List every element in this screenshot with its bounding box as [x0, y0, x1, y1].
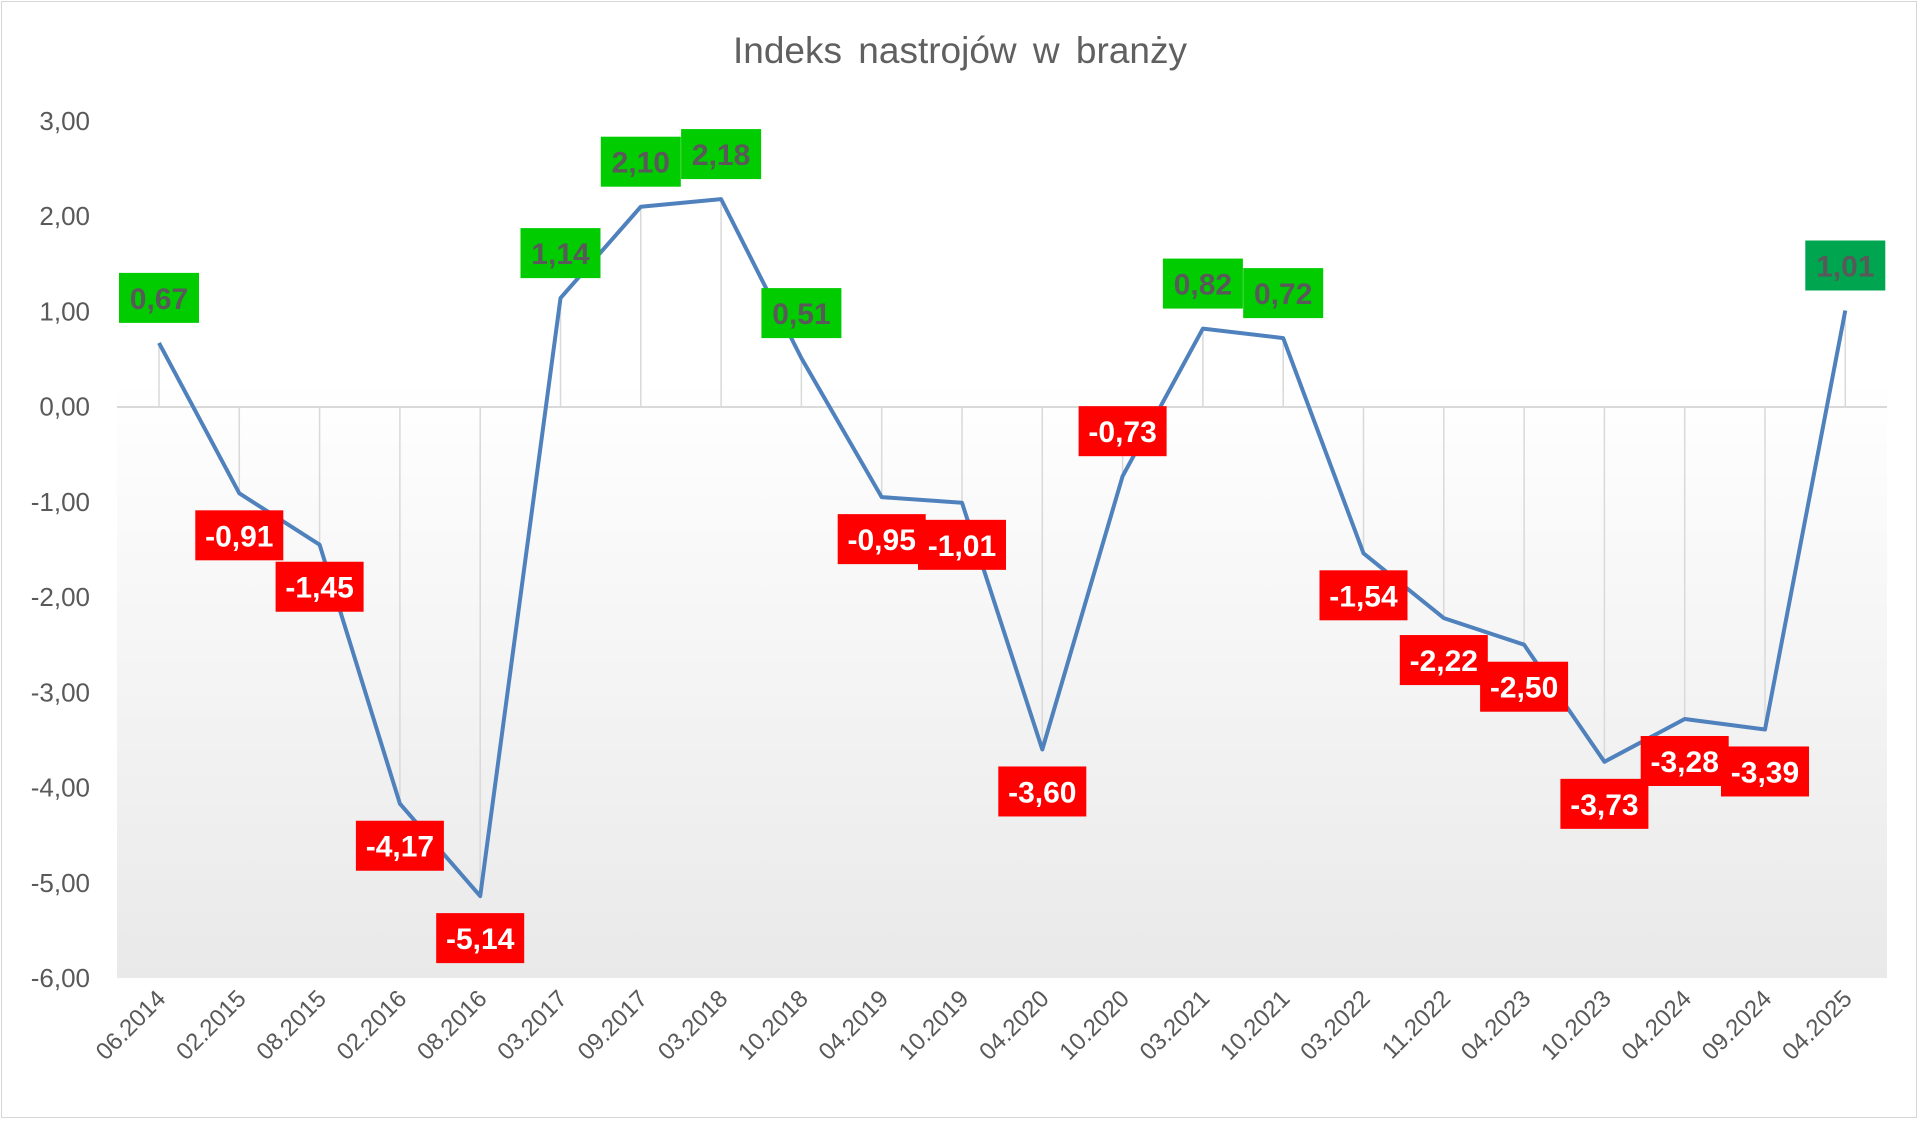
data-label: 0,82: [1174, 269, 1232, 302]
x-tick-label: 04.2020: [974, 985, 1054, 1065]
data-label: -0,95: [848, 524, 916, 557]
x-tick-label: 04.2023: [1456, 985, 1536, 1065]
data-label-box: [275, 561, 364, 612]
y-tick-label: 2,00: [39, 201, 90, 231]
data-label: -5,14: [446, 923, 515, 956]
data-label: -4,17: [366, 831, 434, 864]
x-tick-label: 08.2015: [251, 985, 331, 1065]
y-tick-label: 0,00: [39, 392, 90, 422]
x-tick-label: 09.2024: [1697, 985, 1777, 1065]
data-label-box: [520, 228, 601, 279]
data-label: -3,60: [1008, 776, 1076, 809]
data-label-box: [1243, 268, 1324, 319]
data-label: 0,67: [130, 283, 188, 316]
data-label: 1,01: [1816, 250, 1874, 283]
data-label-box: [195, 510, 284, 561]
x-tick-label: 03.2018: [653, 985, 733, 1065]
data-label: -1,45: [285, 572, 353, 605]
x-tick-label: 06.2014: [91, 985, 171, 1065]
y-tick-label: 3,00: [39, 106, 90, 136]
x-tick-label: 11.2022: [1377, 985, 1456, 1064]
y-tick-label: -6,00: [31, 963, 90, 993]
data-label-box: [761, 288, 842, 339]
y-tick-label: -5,00: [31, 868, 90, 898]
data-label-box: [1721, 746, 1809, 797]
chart-title: Indeks nastrojów w branży: [733, 30, 1187, 71]
x-tick-label: 04.2024: [1616, 985, 1696, 1065]
data-label: -0,73: [1088, 416, 1156, 449]
data-label-box: [600, 136, 681, 187]
data-label-box: [837, 514, 926, 565]
data-label: -1,54: [1329, 580, 1398, 613]
x-tick-label: 10.2023: [1536, 985, 1616, 1065]
y-tick-label: -1,00: [31, 487, 90, 517]
data-label-box: [998, 766, 1087, 817]
data-label-box: [1560, 778, 1649, 829]
data-label: -0,91: [205, 520, 273, 553]
data-label: -3,73: [1570, 789, 1638, 822]
data-label-box: [1640, 735, 1729, 786]
data-label: -3,39: [1731, 756, 1799, 789]
data-label-box: [1805, 240, 1886, 291]
x-tick-label: 10.2019: [894, 985, 974, 1065]
data-label-box: [119, 272, 199, 323]
data-label-box: [1319, 570, 1408, 621]
data-label-box: [1399, 635, 1488, 686]
x-tick-label: 04.2025: [1777, 985, 1857, 1065]
x-tick-label: 03.2022: [1295, 985, 1375, 1065]
data-label-box: [1480, 661, 1569, 712]
x-tick-label: 04.2019: [813, 985, 893, 1065]
x-tick-label: 03.2017: [492, 985, 572, 1065]
data-label: 1,14: [531, 238, 590, 271]
x-tick-label: 02.2016: [332, 985, 412, 1065]
data-label: 0,72: [1254, 278, 1312, 311]
data-label-box: [436, 913, 525, 964]
data-label: -3,28: [1651, 746, 1719, 779]
x-tick-label: 10.2018: [733, 985, 813, 1065]
data-label: 2,10: [612, 147, 670, 180]
x-tick-label: 09.2017: [573, 985, 653, 1065]
x-tick-label: 08.2016: [412, 985, 492, 1065]
y-tick-label: -4,00: [31, 773, 90, 803]
data-label: -2,22: [1410, 645, 1478, 678]
data-label-box: [1078, 406, 1167, 457]
y-tick-label: -2,00: [31, 582, 90, 612]
x-tick-label: 02.2015: [171, 985, 251, 1065]
data-label-box: [681, 129, 762, 180]
data-label-box: [1162, 258, 1243, 309]
data-label: 2,18: [692, 139, 750, 172]
x-tick-label: 10.2020: [1054, 985, 1134, 1065]
x-tick-label: 10.2021: [1215, 985, 1295, 1065]
y-tick-label: 1,00: [39, 296, 90, 326]
x-tick-label: 03.2021: [1135, 985, 1215, 1065]
data-label: -1,01: [928, 530, 996, 563]
data-label: 0,51: [772, 298, 830, 331]
data-label-box: [355, 820, 444, 871]
data-label-box: [918, 519, 1006, 570]
y-tick-label: -3,00: [31, 677, 90, 707]
data-label: -2,50: [1490, 672, 1558, 705]
